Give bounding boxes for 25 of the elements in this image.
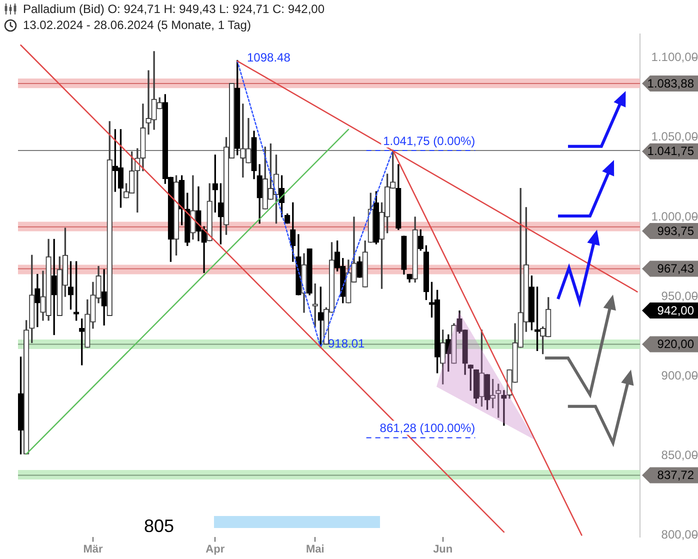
annotation: 805 bbox=[144, 516, 174, 536]
ref-line-label: 1.041,75 bbox=[647, 144, 694, 158]
x-tick-label: Apr bbox=[206, 543, 226, 556]
text: 942,00 bbox=[657, 303, 694, 318]
y-tick-label: 1.000,00 bbox=[651, 209, 698, 224]
y-tick-label: 1.050,00 bbox=[651, 130, 698, 144]
ref-line-label: 1.041,75 (0.00%) bbox=[383, 134, 476, 148]
x-tick-label: Jun bbox=[433, 543, 453, 556]
ref-line-label: 837,72 bbox=[657, 468, 694, 482]
y-tick-label: 800,00 bbox=[661, 528, 698, 542]
ref-line-label: 861,28 (100.00%) bbox=[380, 421, 476, 436]
annotation: 918.01 bbox=[328, 336, 366, 350]
ref-line-label: 993,75 bbox=[657, 224, 694, 238]
annotation: 1098.48 bbox=[247, 50, 291, 64]
ref-line-label: 1.083,88 bbox=[647, 76, 694, 90]
chart-title: Palladium (Bid) O: 924,71 H: 949,43 L: 924,71 C: 942,00 bbox=[23, 2, 325, 16]
ref-line-label: 920,00 bbox=[657, 337, 694, 352]
y-tick-label: 1.100,00 bbox=[651, 50, 698, 64]
x-tick-label: Mai bbox=[306, 543, 324, 556]
x-tick-label: Mär bbox=[83, 543, 104, 556]
chart-subtitle: 13.02.2024 - 28.06.2024 (5 Monate, 1 Tag) bbox=[23, 18, 251, 32]
ref-line-label: 967,43 bbox=[657, 262, 694, 276]
y-tick-label: 950,00 bbox=[661, 288, 698, 303]
y-tick-label: 850,00 bbox=[661, 448, 698, 462]
y-tick-label: 900,00 bbox=[661, 368, 698, 382]
